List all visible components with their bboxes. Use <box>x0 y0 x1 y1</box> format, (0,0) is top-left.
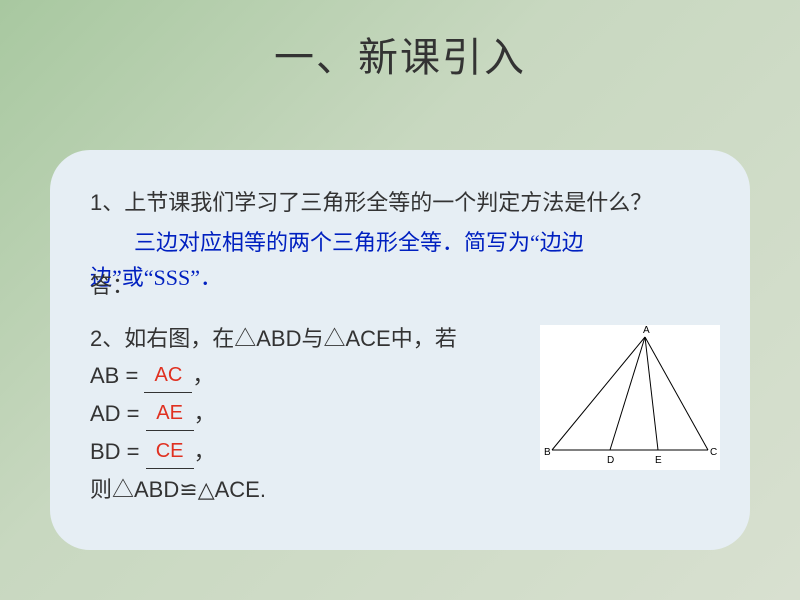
q2-lhs-1: AD = <box>90 401 146 426</box>
svg-text:C: C <box>710 447 717 458</box>
q2-conclusion: 则△ABD≌△ACE. <box>90 471 710 508</box>
answer-1-text: 三边对应相等的两个三角形全等．简写为“边边边”或“SSS”． <box>90 225 710 295</box>
q2-blank-2: CE <box>146 434 194 469</box>
q2-tail-2: ， <box>194 439 216 464</box>
q2-tail-1: ， <box>194 401 216 426</box>
q2-lhs-0: AB = <box>90 363 144 388</box>
q2-blank-0: AC <box>144 358 192 393</box>
q2-blank-1: AE <box>146 396 194 431</box>
q2-lhs-2: BD = <box>90 439 146 464</box>
svg-text:D: D <box>607 455 614 466</box>
content-panel: 1、上节课我们学习了三角形全等的一个判定方法是什么？ 三边对应相等的两个三角形全… <box>50 150 750 550</box>
q2-concl-post: △ACE. <box>198 477 266 502</box>
question-2-section: 2、如右图，在△ABD与△ACE中，若 AB = AC， AD = AE， BD… <box>90 320 710 509</box>
svg-text:A: A <box>643 325 650 336</box>
q2-tail-0: ， <box>192 363 214 388</box>
congruent-symbol: ≌ <box>179 477 197 502</box>
question-1-text: 1、上节课我们学习了三角形全等的一个判定方法是什么？ <box>90 185 710 220</box>
answer-row: 三边对应相等的两个三角形全等．简写为“边边边”或“SSS”． <box>90 225 710 295</box>
triangle-diagram: A B C D E <box>540 325 720 470</box>
svg-text:E: E <box>655 455 662 466</box>
q2-concl-pre: 则△ABD <box>90 477 179 502</box>
svg-text:B: B <box>544 447 551 458</box>
section-title: 一、新课引入 <box>0 0 800 83</box>
